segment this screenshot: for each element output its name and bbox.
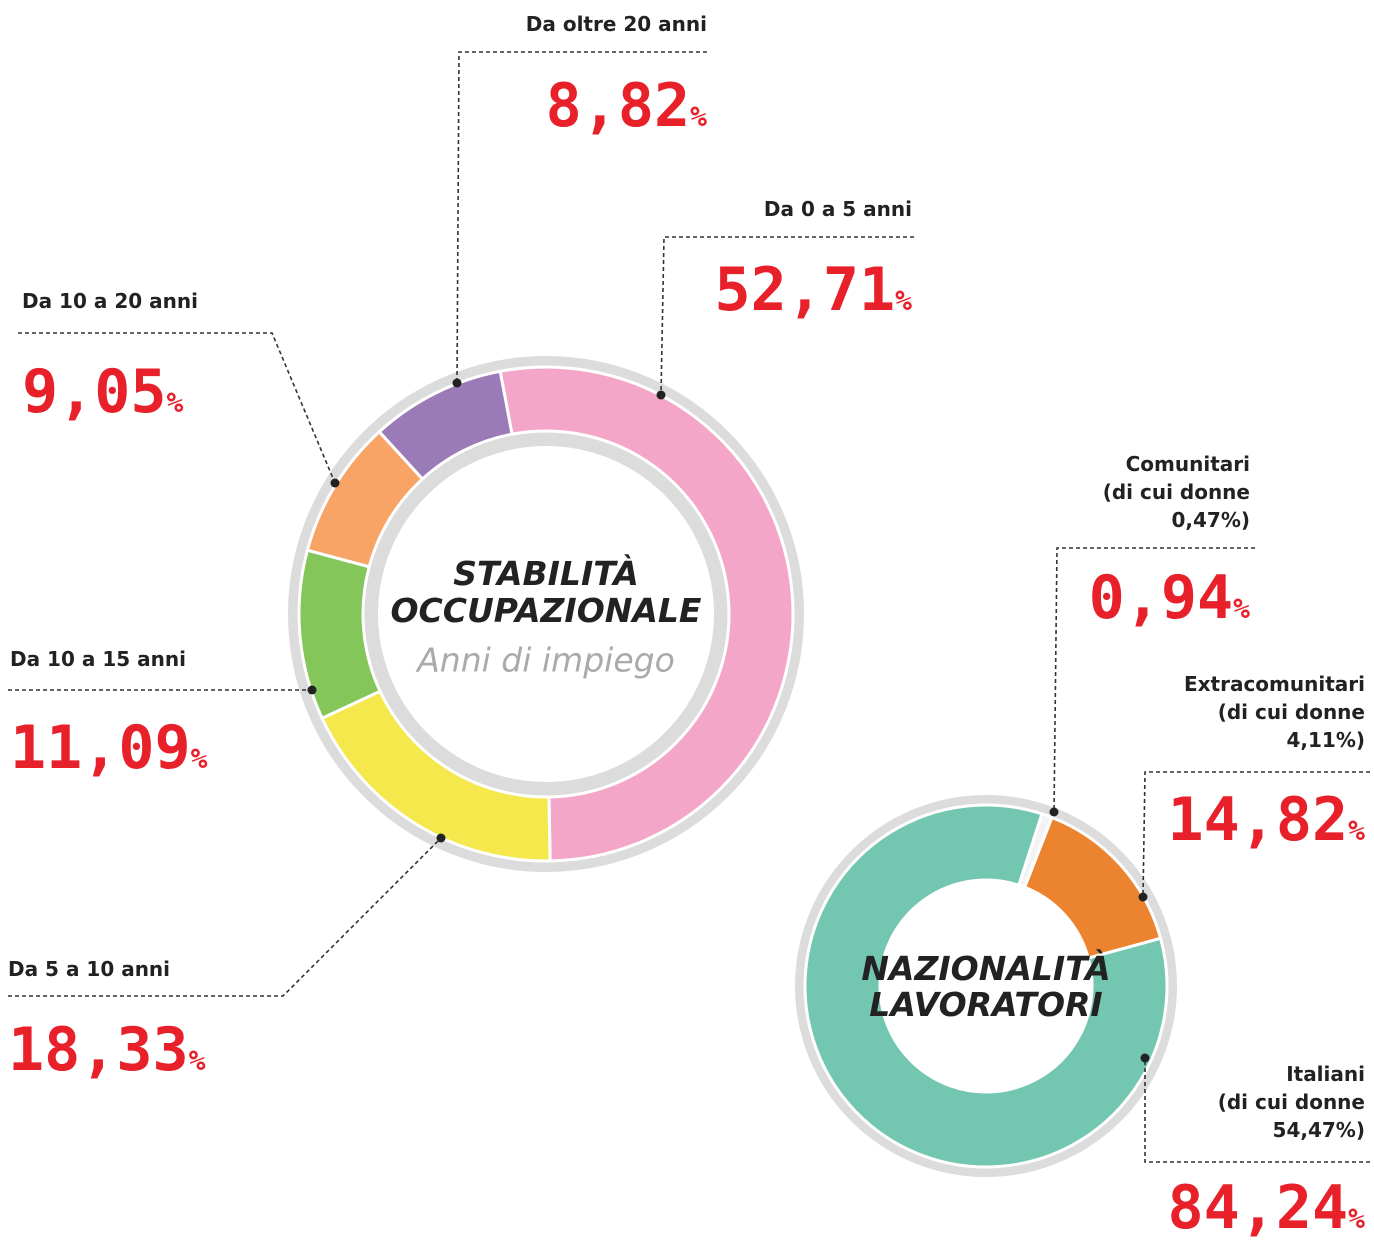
- value-label: 14,82%: [1168, 785, 1366, 855]
- leader-dot: [330, 478, 340, 488]
- leader-dot: [452, 378, 462, 388]
- donut-slice: [377, 369, 514, 482]
- leader-line: [1142, 771, 1370, 898]
- leader-dot: [307, 685, 317, 695]
- category-label: Italiani (di cui donne 54,47%): [1218, 1062, 1365, 1142]
- category-label: Da 5 a 10 anni: [8, 957, 170, 981]
- leader-dot: [436, 833, 446, 843]
- value-label: 18,33%: [8, 1015, 206, 1085]
- leader-line: [18, 332, 336, 484]
- value-label: 0,94%: [1089, 563, 1251, 633]
- value-label: 8,82%: [546, 71, 708, 141]
- leader-dot: [656, 390, 666, 400]
- value-label: 9,05%: [22, 357, 184, 427]
- leader-dot: [1140, 1053, 1150, 1063]
- donut-slice: [498, 365, 795, 863]
- chart-title: NAZIONALITÀ LAVORATORI: [861, 948, 1110, 1024]
- leader-line: [8, 837, 442, 997]
- category-label: Extracomunitari (di cui donne 4,11%): [1184, 672, 1365, 752]
- value-label: 11,09%: [10, 713, 208, 783]
- leader-line: [1053, 547, 1255, 813]
- leader-line: [1144, 1058, 1370, 1163]
- leader-dot: [1138, 892, 1148, 902]
- category-label: Comunitari (di cui donne 0,47%): [1103, 452, 1250, 532]
- category-label: Da oltre 20 anni: [526, 12, 707, 36]
- chart-subtitle: Anni di impiego: [415, 641, 675, 680]
- category-label: Da 10 a 15 anni: [10, 647, 186, 671]
- donut-slice: [803, 803, 1169, 1169]
- category-label: Da 0 a 5 anni: [764, 197, 912, 221]
- category-label: Da 10 a 20 anni: [22, 289, 198, 313]
- value-label: 84,24%: [1168, 1173, 1366, 1240]
- leader-dot: [1049, 807, 1059, 817]
- value-label: 52,71%: [715, 255, 913, 325]
- chart-title: STABILITÀ OCCUPAZIONALE: [391, 553, 702, 630]
- leader-line: [456, 51, 707, 384]
